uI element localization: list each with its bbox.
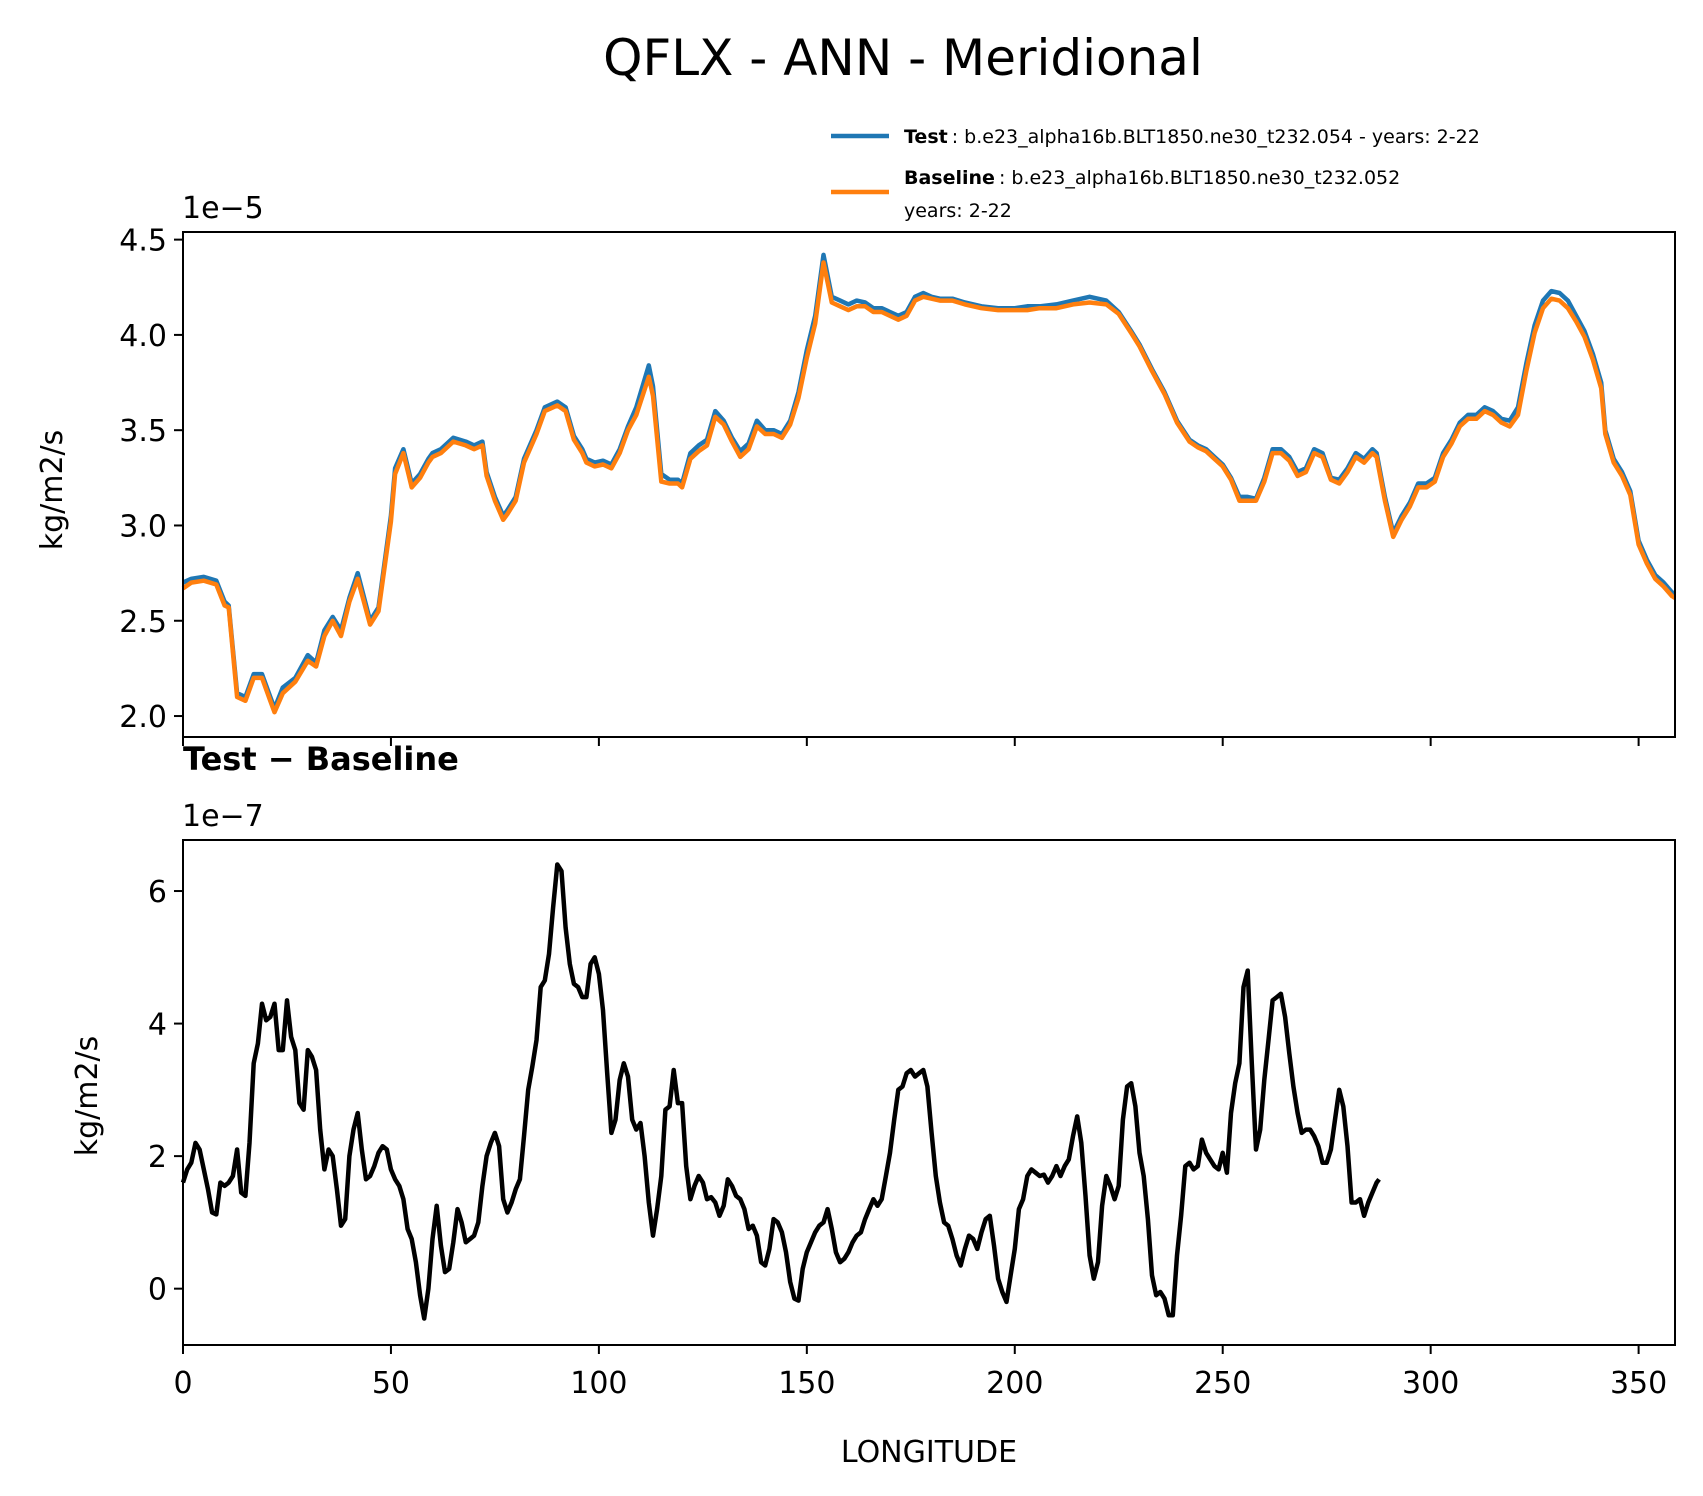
bottom-xtick-label: 250: [1194, 1366, 1251, 1401]
bottom-ytick-label: 4: [148, 1008, 167, 1043]
bottom-xtick-label: 350: [1610, 1366, 1667, 1401]
bottom-series: [180, 862, 1381, 1321]
top-series-test: [182, 252, 1677, 711]
legend: Test: b.e23_alpha16b.BLT1850.ne30_t232.0…: [831, 126, 1480, 222]
bottom-xticks: 0 50 100 150 200 250 300 350: [173, 1345, 1667, 1401]
bottom-xtick-label: 0: [173, 1366, 192, 1401]
bottom-plot-frame: [182, 839, 1676, 1346]
bottom-xtick-label: 100: [570, 1366, 627, 1401]
top-ytick-label: 3.0: [119, 509, 167, 544]
top-ytick-label: 3.5: [119, 414, 167, 449]
top-ytick-label: 4.5: [119, 224, 167, 259]
bottom-xlabel: LONGITUDE: [841, 1435, 1017, 1470]
legend-baseline-label: Baseline: [904, 167, 995, 189]
legend-test-label: Test: [904, 126, 948, 148]
bottom-xtick-label: 200: [986, 1366, 1043, 1401]
bottom-xtick-label: 300: [1402, 1366, 1459, 1401]
bottom-yticks: 0 2 4 6: [148, 875, 183, 1308]
bottom-series-test-baseline: [180, 862, 1381, 1321]
legend-test-text: : b.e23_alpha16b.BLT1850.ne30_t232.054 -…: [952, 126, 1480, 148]
legend-baseline-text: : b.e23_alpha16b.BLT1850.ne30_t232.052: [999, 167, 1400, 189]
bottom-ytick-label: 6: [148, 875, 167, 910]
top-offset-text: 1e−5: [182, 191, 264, 226]
bottom-ytick-label: 0: [148, 1273, 167, 1308]
bottom-offset-text: 1e−7: [182, 799, 264, 834]
bottom-xtick-label: 150: [778, 1366, 835, 1401]
bottom-xtick-label: 50: [372, 1366, 410, 1401]
top-ytick-label: 2.5: [119, 605, 167, 640]
bottom-panel: Test − Baseline 1e−7 kg/m2/s 0 2 4 6 0 50 100…: [70, 740, 1676, 1470]
bottom-ytick-label: 2: [148, 1140, 167, 1175]
legend-baseline-years: years: 2-22: [904, 200, 1012, 222]
legend-baseline-entry: Baseline: b.e23_alpha16b.BLT1850.ne30_t2…: [904, 167, 1400, 189]
top-ytick-label: 4.0: [119, 319, 167, 354]
bottom-subtitle: Test − Baseline: [183, 740, 459, 778]
top-yticks: 2.0 2.5 3.0 3.5 4.0 4.5: [119, 224, 183, 735]
legend-test-entry: Test: b.e23_alpha16b.BLT1850.ne30_t232.0…: [904, 126, 1480, 148]
top-ytick-label: 2.0: [119, 700, 167, 735]
top-series: [181, 252, 1677, 715]
top-series-baseline: [181, 260, 1677, 715]
top-ylabel: kg/m2/s: [35, 430, 70, 551]
top-plot-frame: [182, 231, 1676, 738]
top-panel: 1e−5 kg/m2/s 2.0 2.5 3.0 3.5 4.0 4.5: [35, 191, 1677, 746]
bottom-ylabel: kg/m2/s: [70, 1036, 105, 1157]
top-xticks: [182, 737, 1640, 746]
chart-title: QFLX - ANN - Meridional: [603, 29, 1203, 87]
